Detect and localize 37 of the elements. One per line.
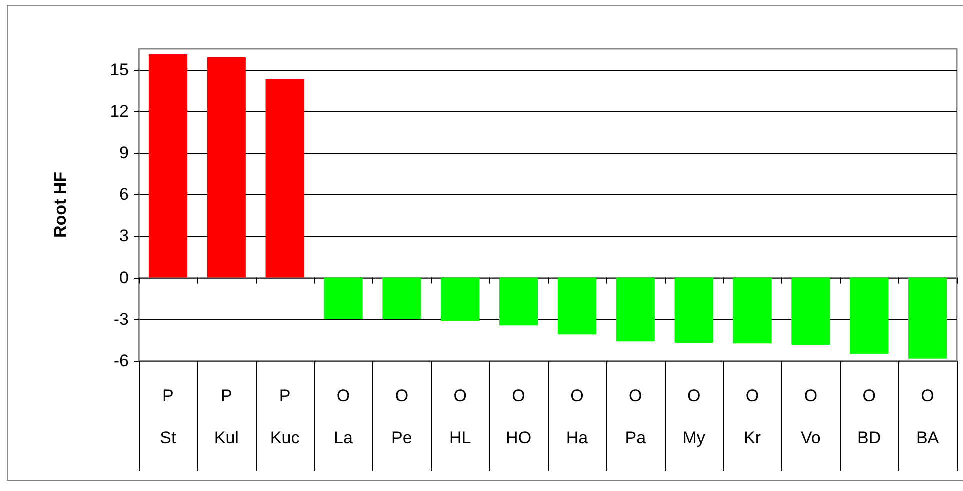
bar — [441, 278, 480, 322]
y-tick-label: -3 — [114, 310, 129, 329]
bar — [616, 278, 655, 342]
category-label: O Pa — [625, 386, 646, 448]
y-tick-label: 3 — [120, 226, 129, 246]
y-axis-title: Root HF — [51, 172, 70, 238]
category-label: O HL — [449, 386, 472, 448]
bar — [558, 278, 596, 335]
y-tick-label: 15 — [110, 60, 129, 80]
bar — [674, 278, 714, 343]
category-label: O HO — [506, 386, 532, 448]
category-label: P Kuc — [270, 386, 300, 448]
bar — [266, 80, 304, 278]
category-label: O My — [682, 386, 706, 448]
bar — [500, 278, 538, 326]
category-label: O Ha — [566, 386, 588, 448]
category-label: P Kul — [214, 386, 239, 448]
bar — [792, 278, 830, 346]
category-label: O La — [334, 386, 353, 448]
bar — [733, 278, 772, 344]
bar — [850, 278, 889, 354]
bar — [207, 57, 246, 278]
y-tick-label: 0 — [120, 268, 129, 288]
y-tick-label: 12 — [110, 102, 129, 121]
category-label: O Pe — [392, 386, 412, 448]
bar — [324, 278, 363, 320]
category-label: O Kr — [744, 386, 761, 448]
bar — [148, 54, 188, 278]
category-label: O BA — [916, 386, 940, 448]
y-tick-label: 6 — [120, 185, 129, 204]
category-label: P St — [160, 386, 176, 448]
category-label: O BD — [858, 386, 882, 448]
category-label: O Vo — [801, 386, 821, 448]
bar — [382, 278, 422, 320]
y-tick-label: 9 — [120, 144, 129, 162]
bar — [908, 278, 948, 359]
y-tick-label: -6 — [114, 352, 129, 370]
